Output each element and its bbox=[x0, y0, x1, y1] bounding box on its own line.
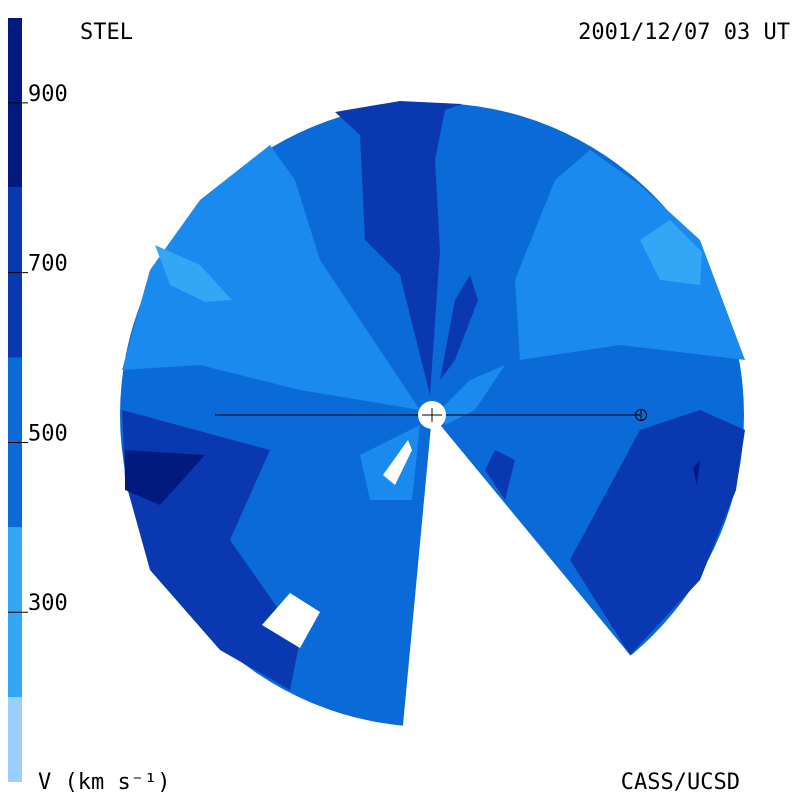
map-region bbox=[440, 365, 505, 425]
colorbar-tick-label: 300 bbox=[28, 591, 68, 616]
map-region bbox=[440, 275, 478, 380]
colorbar-tick-label: 500 bbox=[28, 421, 68, 446]
header-right: 2001/12/07 03 UT bbox=[578, 20, 790, 45]
header-left: STEL bbox=[80, 20, 133, 45]
map-region bbox=[693, 460, 700, 485]
velocity-map bbox=[120, 101, 745, 800]
colorbar-segment bbox=[8, 697, 22, 782]
map-gap bbox=[262, 593, 320, 648]
footer-right: CASS/UCSD bbox=[621, 770, 740, 795]
map-region bbox=[335, 101, 462, 395]
colorbar-tick-label: 900 bbox=[28, 82, 68, 107]
colorbar: 300 500 700 900 bbox=[8, 18, 68, 782]
map-gap bbox=[383, 440, 412, 485]
map-region bbox=[360, 425, 420, 500]
map-gap bbox=[403, 415, 700, 800]
map-region bbox=[122, 145, 420, 410]
map-region bbox=[640, 220, 702, 285]
map-region bbox=[485, 450, 515, 500]
colorbar-label: V (km s⁻¹) bbox=[38, 770, 170, 795]
map-region bbox=[515, 150, 745, 360]
map-region bbox=[155, 245, 232, 302]
map-region bbox=[125, 450, 205, 505]
map-region bbox=[570, 410, 745, 655]
colorbar-tick-label: 700 bbox=[28, 252, 68, 277]
